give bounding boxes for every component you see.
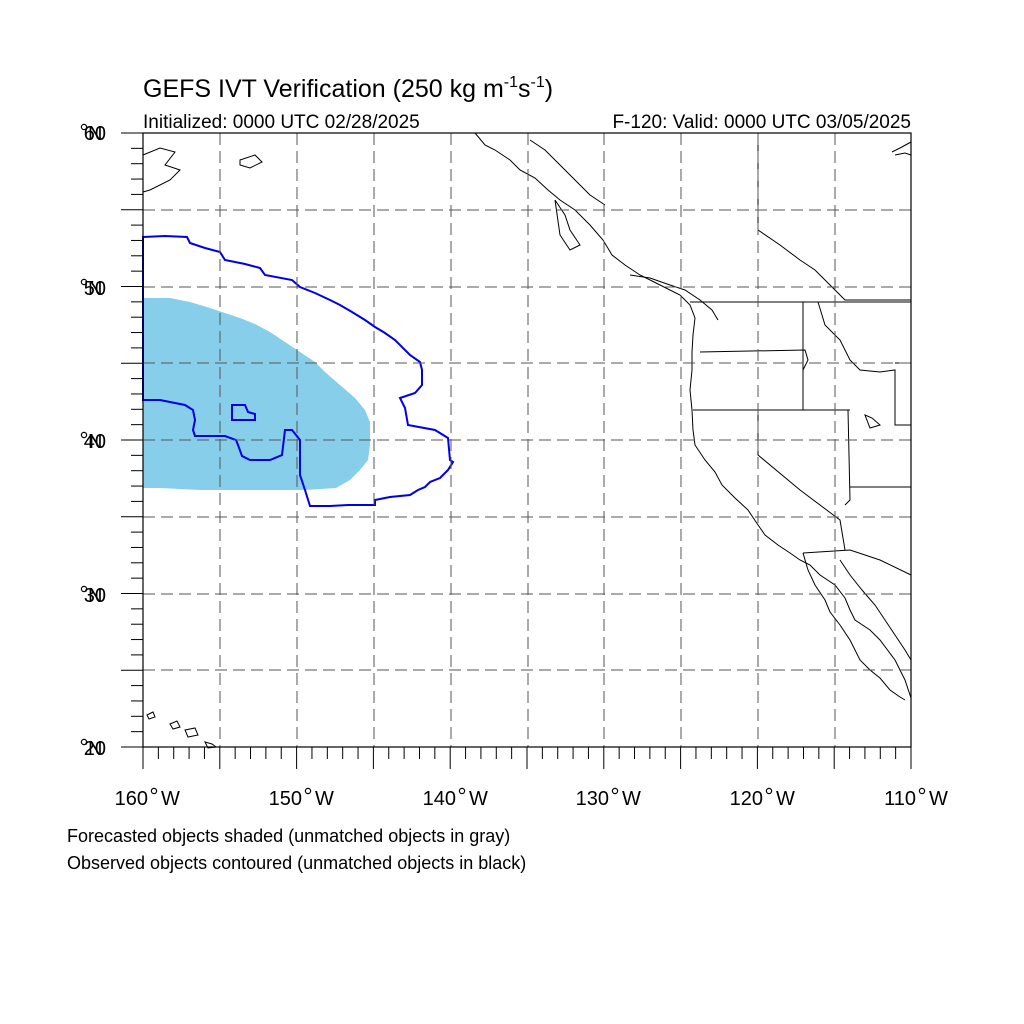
legend-forecast: Forecasted objects shaded (unmatched obj… <box>67 826 510 846</box>
gridlines <box>143 133 911 747</box>
lat-label-20: 20 <box>84 738 106 760</box>
lon-label-140-hemi: W <box>469 788 488 810</box>
lat-label-60-hemi: N <box>88 123 102 145</box>
init-time-label: Initialized: 0000 UTC 02/28/2025 <box>143 112 420 133</box>
observed-object-hole <box>231 404 256 421</box>
latitude-labels: 60 N 50 N 40 N 30 N 20 N <box>84 123 106 760</box>
axis-ticks <box>121 132 912 769</box>
lon-label-130-hemi: W <box>622 788 641 810</box>
lat-label-40: 40 <box>84 431 106 453</box>
lat-label-40-hemi: N <box>88 431 102 453</box>
map-title: GEFS IVT Verification (250 kg m-1s-1) <box>143 74 553 103</box>
forecast-object-shading <box>143 298 370 490</box>
lon-label-150-hemi: W <box>315 788 334 810</box>
lon-label-120: 120 <box>730 788 763 810</box>
longitude-labels: 160 W 150 W 140 W 130 W 120 W 110 W <box>115 788 948 810</box>
lon-label-160-hemi: W <box>161 788 180 810</box>
legend-observed: Observed objects contoured (unmatched ob… <box>67 853 526 873</box>
lon-label-130: 130 <box>576 788 609 810</box>
lon-label-150: 150 <box>269 788 302 810</box>
lon-label-120-hemi: W <box>776 788 795 810</box>
lon-label-160: 160 <box>115 788 148 810</box>
lat-label-60: 60 <box>84 123 106 145</box>
lat-label-50-hemi: N <box>88 278 102 300</box>
coastlines <box>142 132 912 749</box>
lat-label-50: 50 <box>84 278 106 300</box>
lat-label-20-hemi: N <box>88 738 102 760</box>
lon-label-110-hemi: W <box>929 788 948 810</box>
lon-label-110: 110 <box>884 788 916 810</box>
valid-time-label: F-120: Valid: 0000 UTC 03/05/2025 <box>612 112 911 133</box>
lon-label-140: 140 <box>423 788 456 810</box>
degree-symbols <box>80 123 926 795</box>
lat-label-30-hemi: N <box>88 585 102 607</box>
lat-label-30: 30 <box>84 585 106 607</box>
